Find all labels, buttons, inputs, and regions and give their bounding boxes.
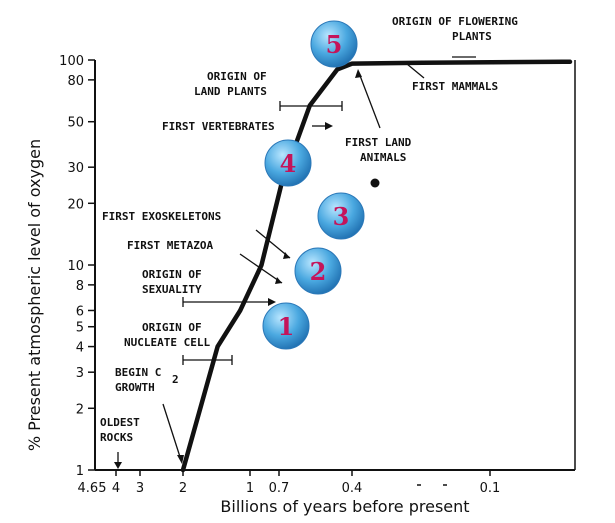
begin-c2-pointer xyxy=(162,403,182,461)
stage-marker-ball xyxy=(262,302,310,350)
x-tick-label: 4 xyxy=(112,481,120,496)
first-exoskeletons-arrowhead xyxy=(283,252,290,259)
sexuality-arrowhead xyxy=(268,298,276,306)
stage-marker-number: 1 xyxy=(278,312,295,341)
annotation-labels: OLDEST ROCKS BEGIN C GROWTH 2 ORIGIN OF … xyxy=(100,15,524,444)
scatter-dot xyxy=(370,178,380,188)
y-tick-label: 80 xyxy=(67,74,84,89)
event-markers xyxy=(114,56,476,469)
x-tick-label: 4.65 xyxy=(78,481,107,496)
x-tick-label: 1 xyxy=(246,481,254,496)
first-land-animals-pointer xyxy=(358,72,381,129)
y-tick-label: 2 xyxy=(76,402,84,417)
first-metazoa-pointer xyxy=(239,253,283,284)
stage-marker-ball xyxy=(310,20,358,68)
y-tick-label: 20 xyxy=(67,197,84,212)
first-mammals-pointer xyxy=(406,63,425,79)
stage-marker-number: 3 xyxy=(333,202,350,231)
first-metazoa-arrowhead xyxy=(275,277,282,284)
stage-marker-number: 5 xyxy=(326,30,343,59)
x-axis-title: Billions of years before present xyxy=(220,497,469,516)
y-tick-label: 10 xyxy=(67,259,84,274)
stage-marker-number: 2 xyxy=(310,257,327,286)
y-tick-label: 4 xyxy=(76,341,84,356)
stage-markers: 1 2 3 4 5 xyxy=(262,20,365,350)
y-tick-label: 3 xyxy=(76,366,84,381)
first-land-animals-arrowhead xyxy=(355,69,362,78)
first-exoskeletons-pointer xyxy=(255,229,291,259)
y-tick-label: 6 xyxy=(76,304,84,319)
y-tick-label: 30 xyxy=(67,161,84,176)
stage-marker-ball xyxy=(264,139,312,187)
label-land-plants: ORIGIN OF LAND PLANTS xyxy=(194,70,273,98)
y-tick-label: 50 xyxy=(67,116,84,131)
x-tick-label: 2 xyxy=(179,481,187,496)
label-first-exoskeletons: FIRST EXOSKELETONS xyxy=(102,210,221,223)
label-first-metazoa: FIRST METAZOA xyxy=(127,239,213,252)
label-nucleate-cell: ORIGIN OF NUCLEATE CELL xyxy=(124,321,210,349)
oldest-rocks-arrowhead xyxy=(114,462,122,469)
label-c2-subscript: 2 xyxy=(172,373,179,386)
label-first-vertebrates: FIRST VERTEBRATES xyxy=(162,120,275,133)
y-tick-label: 1 xyxy=(76,464,84,479)
stage-marker-1: 1 xyxy=(262,302,310,350)
stage-marker-2: 2 xyxy=(294,247,342,295)
x-tick-label: 0.4 xyxy=(342,481,363,496)
label-flowering-plants: ORIGIN OF FLOWERING PLANTS xyxy=(392,15,524,43)
label-first-mammals: FIRST MAMMALS xyxy=(412,80,498,93)
label-first-land-animals: FIRST LAND ANIMALS xyxy=(345,136,418,164)
stage-marker-5: 5 xyxy=(310,20,358,68)
y-tick-label: 5 xyxy=(76,321,84,336)
x-ticks: 4.65 4 3 2 1 0.7 0.4 0.1 xyxy=(78,470,501,496)
y-axis-title: % Present atmospheric level of oxygen xyxy=(25,139,44,451)
x-tick-label: 0.1 xyxy=(480,481,501,496)
label-begin-c2-growth: BEGIN C GROWTH xyxy=(115,366,168,394)
stage-marker-ball xyxy=(317,192,365,240)
x-tick-label: 0.7 xyxy=(269,481,290,496)
label-sexuality: ORIGIN OF SEXUALITY xyxy=(142,268,208,296)
stage-marker-ball xyxy=(294,247,342,295)
y-tick-label: 8 xyxy=(76,279,84,294)
label-oldest-rocks: OLDEST ROCKS xyxy=(100,416,146,444)
begin-c2-arrowhead xyxy=(177,455,184,464)
y-ticks: 1 2 3 4 5 6 8 10 20 30 50 80 100 xyxy=(59,54,95,479)
stage-marker-4: 4 xyxy=(264,139,312,187)
first-vertebrates-arrowhead xyxy=(325,122,333,130)
y-tick-label: 100 xyxy=(59,54,84,69)
x-tick-label: 3 xyxy=(136,481,144,496)
stage-marker-number: 4 xyxy=(280,149,297,178)
stage-marker-3: 3 xyxy=(317,192,365,240)
